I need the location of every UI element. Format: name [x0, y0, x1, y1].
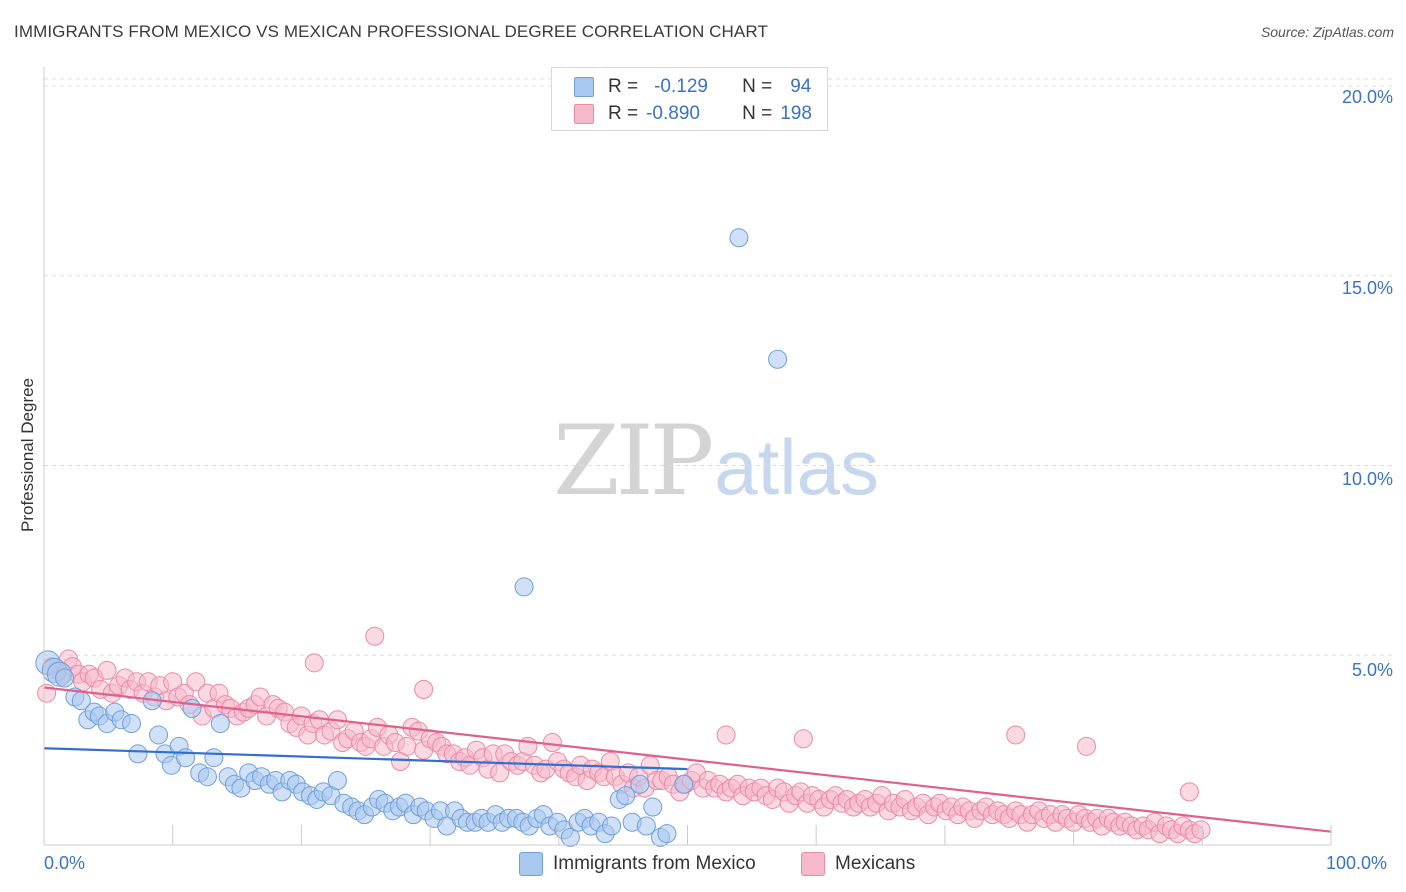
legend-n-label: N = — [742, 76, 773, 97]
immigrants-point — [636, 816, 656, 836]
legend-n-value: 94 — [790, 76, 812, 97]
immigrants-point — [643, 797, 663, 817]
immigrants-point — [197, 767, 217, 787]
immigrants-point — [176, 748, 196, 768]
y-tick-20: 20.0% — [1341, 87, 1393, 107]
legend-n-label: N = — [742, 103, 773, 124]
legend-swatch-blue — [574, 77, 594, 97]
immigrants-point — [182, 698, 202, 718]
watermark: ZIPatlas — [553, 405, 879, 517]
mexicans-point — [304, 653, 324, 673]
immigrants-point — [122, 714, 142, 734]
legend-row-immigrants: R = -0.129 N = 94 — [574, 76, 811, 98]
immigrants-point — [602, 816, 622, 836]
mexicans-point — [1191, 820, 1211, 840]
correlation-legend: R = -0.129 N = 94 R = -0.890 N = 198 — [551, 67, 828, 131]
mexicans-point — [97, 660, 117, 680]
immigrants-point — [149, 725, 169, 745]
immigrants-point — [55, 668, 75, 688]
mexicans-point — [1179, 782, 1199, 802]
legend-item-mexicans: Mexicans — [801, 851, 915, 877]
immigrants-point — [616, 786, 636, 806]
mexicans-point — [397, 736, 417, 756]
immigrants-point — [128, 744, 148, 764]
legend-row-mexicans: R = -0.890 N = 198 — [574, 103, 812, 125]
y-tick-15: 15.0% — [1341, 278, 1393, 298]
watermark-atlas: atlas — [714, 423, 879, 511]
legend-r-label: R = — [608, 76, 639, 97]
mexicans-point — [365, 626, 385, 646]
legend-swatch-pink — [574, 104, 594, 124]
y-tick-10: 10.0% — [1341, 469, 1393, 489]
mexicans-point — [716, 725, 736, 745]
immigrants-point — [729, 228, 749, 248]
mexicans-point — [414, 679, 434, 699]
immigrants-point — [514, 577, 534, 597]
legend-r-value: -0.129 — [654, 76, 708, 97]
mexicans-trend-line — [43, 686, 1332, 833]
legend-label-immigrants: Immigrants from Mexico — [553, 853, 756, 874]
immigrants-point — [204, 748, 224, 768]
watermark-zip: ZIP — [553, 405, 714, 517]
x-tick-min: 0.0% — [44, 853, 86, 873]
mexicans-points — [37, 626, 1211, 844]
trend-lines — [43, 686, 1332, 833]
legend-swatch-pink — [801, 852, 825, 876]
immigrants-point — [674, 774, 694, 794]
x-tick-max: 100.0% — [1326, 853, 1388, 873]
mexicans-point — [1076, 736, 1096, 756]
mexicans-point — [1006, 725, 1026, 745]
immigrants-point — [560, 827, 580, 847]
mexicans-point — [793, 729, 813, 749]
immigrants-trend-line — [43, 747, 688, 771]
immigrants-point — [768, 349, 788, 369]
mexicans-point — [542, 733, 562, 753]
legend-r-value: -0.890 — [646, 103, 700, 124]
legend-item-immigrants: Immigrants from Mexico — [519, 851, 756, 877]
legend-n-value: 198 — [780, 103, 812, 124]
axes — [43, 67, 1332, 846]
immigrants-point — [630, 774, 650, 794]
grid-lines — [44, 78, 1392, 656]
y-tick-5: 5.0% — [1351, 660, 1393, 680]
chart-title: IMMIGRANTS FROM MEXICO VS MEXICAN PROFES… — [14, 22, 768, 41]
source-credit: Source: ZipAtlas.com — [1260, 24, 1394, 40]
legend-label-mexicans: Mexicans — [835, 853, 916, 874]
immigrants-point — [210, 714, 230, 734]
legend-r-label: R = — [608, 103, 639, 124]
legend-swatch-blue — [519, 852, 543, 876]
immigrants-point — [327, 770, 347, 790]
immigrants-point — [657, 824, 677, 844]
mexicans-point — [186, 672, 206, 692]
